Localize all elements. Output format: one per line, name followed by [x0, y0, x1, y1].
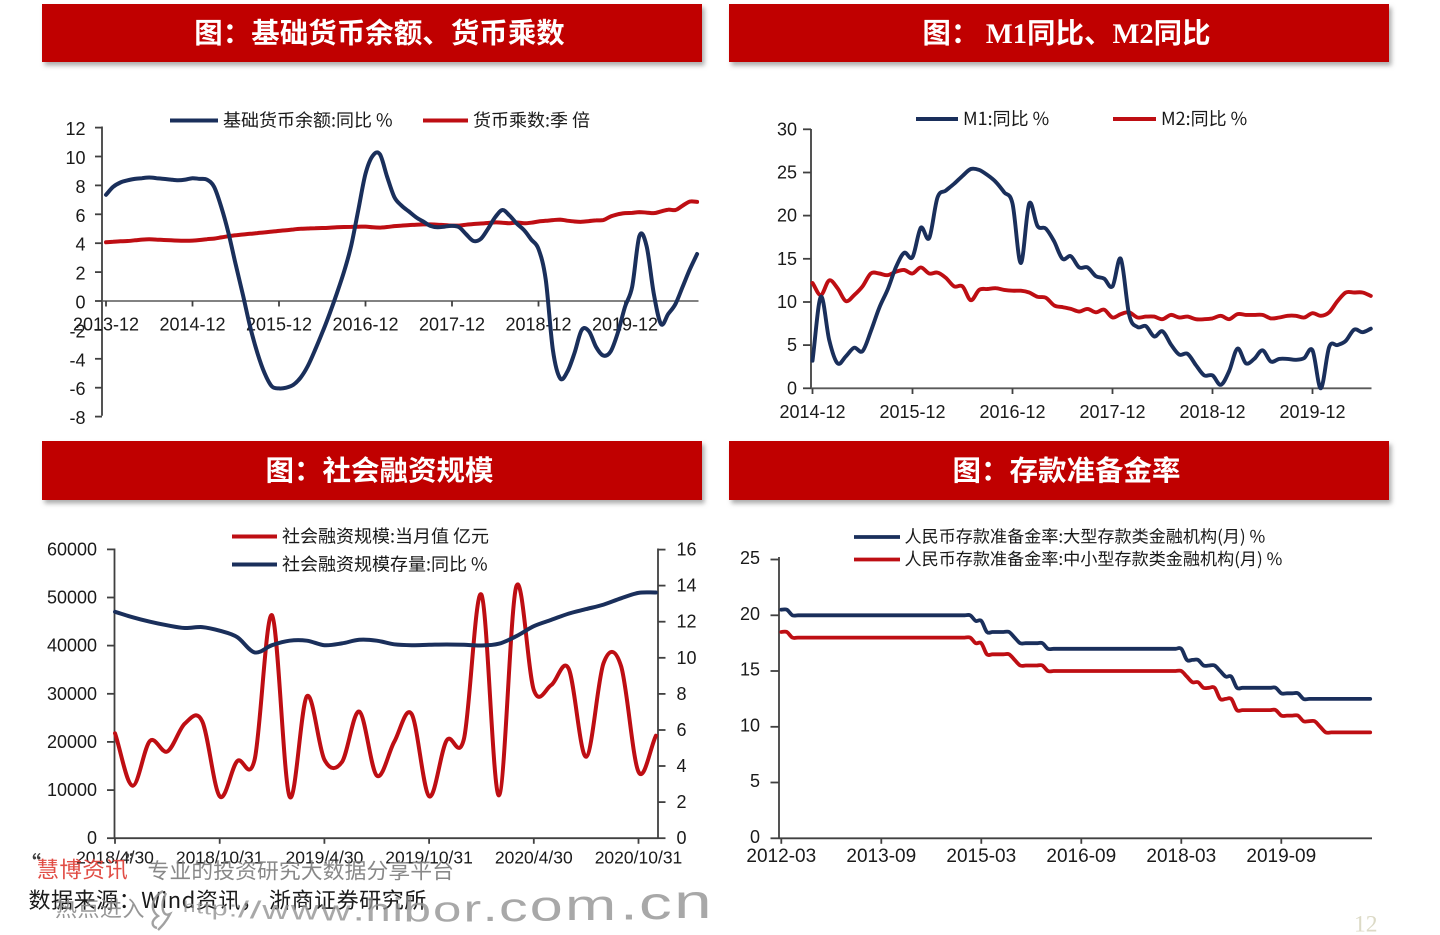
- svg-text:4: 4: [677, 756, 687, 776]
- svg-text:0: 0: [75, 293, 85, 313]
- svg-text:2016-12: 2016-12: [979, 402, 1045, 422]
- svg-text:30: 30: [777, 119, 797, 139]
- svg-text:2: 2: [75, 264, 85, 284]
- svg-text:2018-12: 2018-12: [505, 315, 571, 335]
- svg-text:12: 12: [65, 119, 85, 139]
- svg-text:2013-12: 2013-12: [73, 315, 139, 335]
- svg-text:2018/10/31: 2018/10/31: [176, 848, 264, 868]
- svg-text:20: 20: [777, 206, 797, 226]
- svg-text:50000: 50000: [47, 588, 97, 608]
- svg-text:8: 8: [75, 177, 85, 197]
- svg-text:.: .: [353, 894, 365, 928]
- svg-text:2019-12: 2019-12: [1279, 402, 1345, 422]
- svg-text:2016-12: 2016-12: [332, 315, 398, 335]
- svg-text:2018-03: 2018-03: [1146, 846, 1216, 867]
- svg-text:2017-12: 2017-12: [419, 315, 485, 335]
- svg-text:c: c: [499, 884, 528, 930]
- svg-text:2015-03: 2015-03: [946, 846, 1016, 867]
- svg-text:10: 10: [677, 648, 697, 668]
- svg-text:10000: 10000: [47, 780, 97, 800]
- svg-text:-2: -2: [69, 321, 85, 341]
- svg-text:30000: 30000: [47, 684, 97, 704]
- svg-text:2015-12: 2015-12: [246, 315, 312, 335]
- svg-text:/: /: [250, 897, 262, 924]
- svg-text:-4: -4: [69, 350, 85, 370]
- svg-text:25: 25: [740, 548, 760, 568]
- svg-text:10: 10: [777, 292, 797, 312]
- svg-text:2018-12: 2018-12: [1179, 402, 1245, 422]
- svg-text:m: m: [565, 882, 616, 930]
- svg-text:t: t: [196, 897, 203, 917]
- svg-text:2014-12: 2014-12: [779, 402, 845, 422]
- svg-text:0: 0: [750, 827, 760, 847]
- svg-text:w: w: [261, 895, 289, 925]
- svg-text:60000: 60000: [47, 539, 97, 559]
- svg-text:o: o: [530, 883, 563, 930]
- svg-text:o: o: [433, 888, 461, 929]
- svg-text:h: h: [366, 892, 391, 928]
- svg-text:2015-12: 2015-12: [879, 402, 945, 422]
- svg-text:.: .: [483, 886, 498, 930]
- svg-text:2: 2: [677, 792, 687, 812]
- svg-text:c: c: [639, 877, 672, 929]
- svg-text:5: 5: [787, 335, 797, 355]
- svg-text:n: n: [674, 876, 712, 929]
- svg-text:10: 10: [65, 148, 85, 168]
- svg-text:12: 12: [1354, 912, 1378, 935]
- svg-text:20: 20: [740, 604, 760, 624]
- svg-text:2019-09: 2019-09: [1246, 846, 1316, 867]
- svg-text:2018/4/30: 2018/4/30: [76, 848, 154, 868]
- svg-text:15: 15: [777, 249, 797, 269]
- svg-text:2017-12: 2017-12: [1079, 402, 1145, 422]
- svg-text:2020/4/30: 2020/4/30: [495, 848, 573, 868]
- svg-text:0: 0: [677, 828, 687, 848]
- svg-text:4: 4: [75, 235, 85, 255]
- svg-text:2020/10/31: 2020/10/31: [595, 848, 683, 868]
- svg-text:2012-03: 2012-03: [746, 846, 816, 867]
- svg-text:2016-09: 2016-09: [1046, 846, 1116, 867]
- svg-text:b: b: [404, 890, 431, 929]
- svg-text:2014-12: 2014-12: [159, 315, 225, 335]
- svg-text:h: h: [183, 899, 196, 916]
- svg-text:20000: 20000: [47, 732, 97, 752]
- svg-text:w: w: [289, 895, 318, 926]
- svg-text:0: 0: [787, 378, 797, 398]
- svg-text:8: 8: [677, 684, 687, 704]
- svg-text:2019/10/31: 2019/10/31: [385, 848, 473, 868]
- svg-text:6: 6: [677, 720, 687, 740]
- svg-text:p: p: [212, 899, 228, 921]
- svg-text:12: 12: [677, 612, 697, 632]
- svg-text:2013-09: 2013-09: [846, 846, 916, 867]
- svg-text:-8: -8: [69, 408, 85, 428]
- svg-text:25: 25: [777, 163, 797, 183]
- svg-text:w: w: [320, 895, 352, 927]
- svg-text:14: 14: [677, 576, 697, 596]
- svg-text:5: 5: [750, 771, 760, 791]
- svg-text::: :: [229, 897, 238, 922]
- svg-text:t: t: [204, 899, 212, 920]
- svg-text:6: 6: [75, 206, 85, 226]
- svg-text:2019/4/30: 2019/4/30: [285, 848, 363, 868]
- svg-text:r: r: [464, 888, 482, 930]
- svg-text:16: 16: [677, 540, 697, 560]
- svg-text:15: 15: [740, 660, 760, 680]
- svg-text:10: 10: [740, 715, 760, 735]
- svg-text:.: .: [620, 878, 638, 929]
- svg-text:-6: -6: [69, 379, 85, 399]
- svg-text:40000: 40000: [47, 636, 97, 656]
- svg-text:2019-12: 2019-12: [592, 315, 658, 335]
- svg-text:0: 0: [87, 828, 97, 848]
- svg-text:i: i: [393, 892, 403, 929]
- svg-text:/: /: [238, 897, 250, 923]
